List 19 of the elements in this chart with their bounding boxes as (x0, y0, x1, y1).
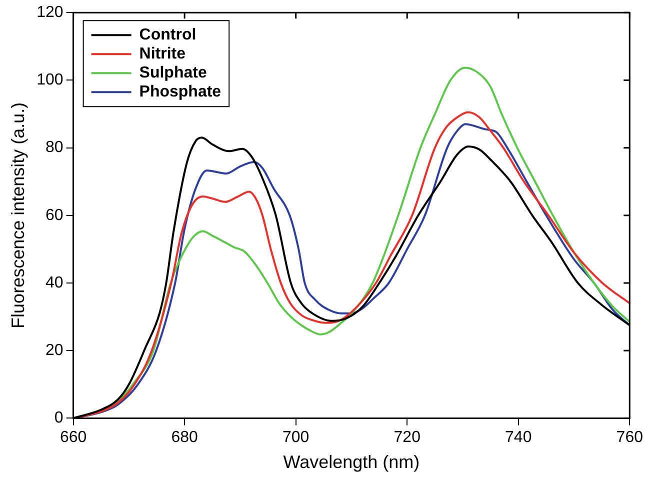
y-tick-label: 80 (46, 139, 64, 156)
x-axis-title: Wavelength (nm) (283, 452, 420, 472)
legend-label: Sulphate (139, 64, 207, 82)
x-tick-label: 760 (616, 429, 644, 446)
legend-label: Control (139, 26, 196, 44)
legend-label: Nitrite (139, 46, 186, 63)
legend-label: Phosphate (139, 84, 222, 101)
y-tick-label: 40 (46, 274, 64, 292)
x-tick-label: 660 (60, 429, 87, 446)
y-axis-title: Fluorescence intensity (a.u.) (8, 102, 28, 328)
y-tick-label: 60 (46, 206, 64, 224)
x-tick-label: 680 (171, 429, 198, 446)
x-tick-label: 700 (282, 429, 310, 446)
x-tick-label: 740 (505, 429, 532, 446)
y-tick-label: 100 (36, 72, 64, 89)
y-tick-label: 20 (46, 342, 64, 360)
x-tick-label: 720 (394, 429, 421, 446)
y-tick-label: 120 (36, 4, 64, 22)
y-tick-label: 0 (54, 410, 64, 427)
